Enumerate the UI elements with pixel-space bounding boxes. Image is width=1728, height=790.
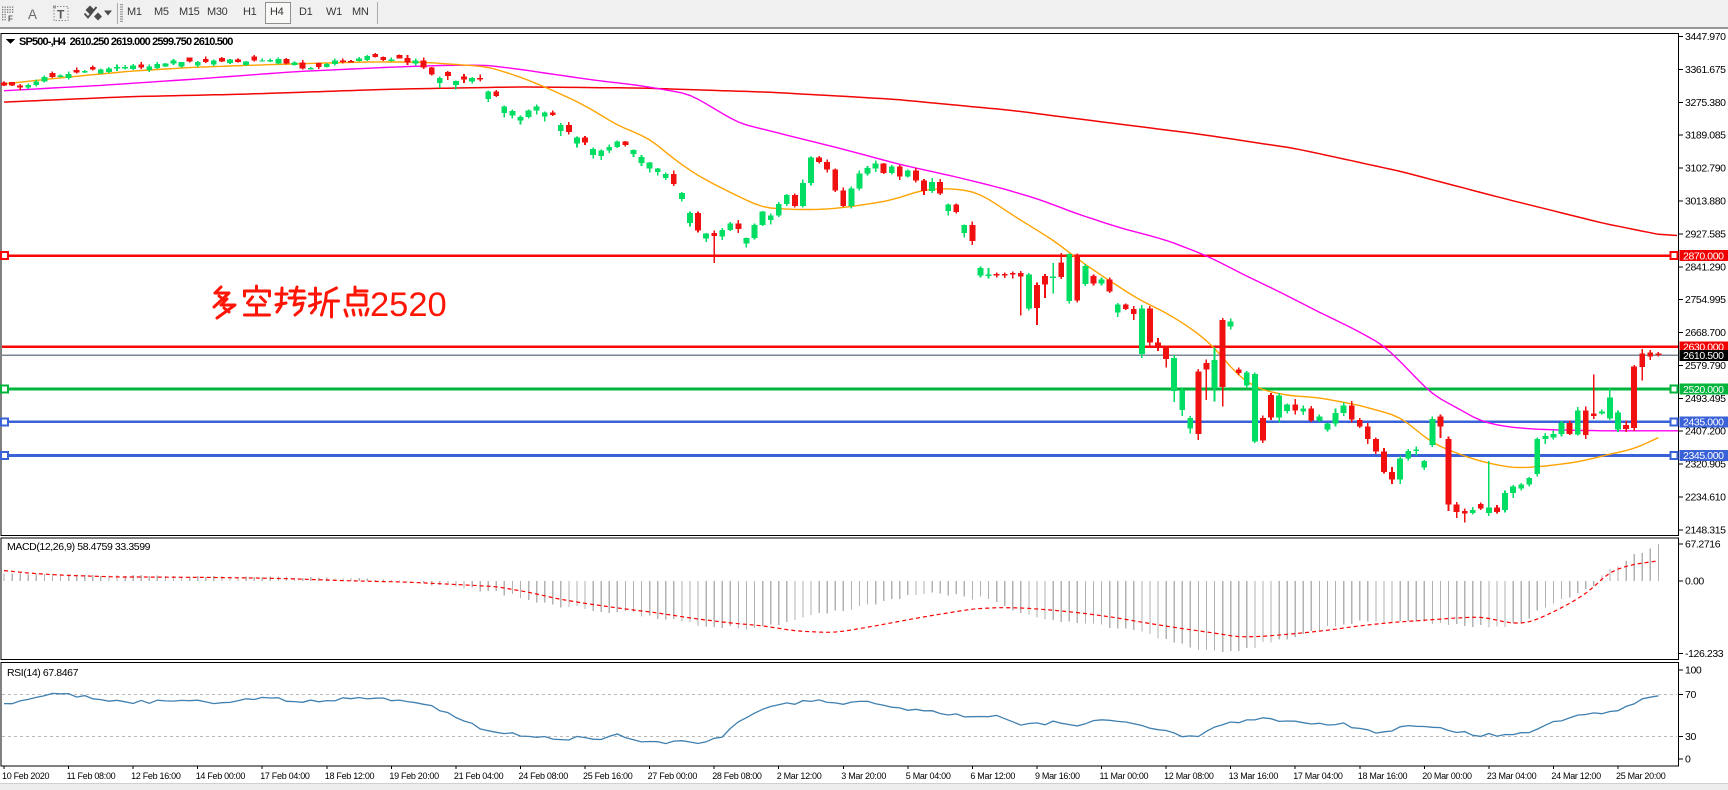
svg-text:2435.000: 2435.000 — [1683, 417, 1724, 429]
svg-text:F: F — [8, 15, 13, 24]
svg-text:25 Mar 20:00: 25 Mar 20:00 — [1616, 771, 1666, 781]
svg-text:30: 30 — [1685, 731, 1696, 743]
svg-text:23 Mar 04:00: 23 Mar 04:00 — [1487, 771, 1537, 781]
svg-text:13 Mar 16:00: 13 Mar 16:00 — [1229, 771, 1279, 781]
svg-text:2610.500: 2610.500 — [1683, 350, 1724, 362]
svg-text:24 Mar 12:00: 24 Mar 12:00 — [1551, 771, 1601, 781]
svg-text:3361.675: 3361.675 — [1685, 64, 1726, 76]
svg-text:3 Mar 20:00: 3 Mar 20:00 — [841, 771, 886, 781]
svg-text:6 Mar 12:00: 6 Mar 12:00 — [970, 771, 1015, 781]
svg-text:-126.233: -126.233 — [1685, 648, 1724, 660]
svg-text:67.2716: 67.2716 — [1685, 538, 1721, 550]
svg-text:12 Feb 16:00: 12 Feb 16:00 — [131, 771, 181, 781]
svg-text:2870.000: 2870.000 — [1683, 250, 1724, 262]
svg-text:0: 0 — [1685, 753, 1691, 765]
svg-text:2520: 2520 — [370, 286, 447, 324]
svg-text:2841.290: 2841.290 — [1685, 261, 1726, 273]
svg-text:14 Feb 00:00: 14 Feb 00:00 — [196, 771, 246, 781]
svg-text:70: 70 — [1685, 689, 1696, 701]
svg-text:24 Feb 08:00: 24 Feb 08:00 — [519, 771, 569, 781]
svg-text:28 Feb 08:00: 28 Feb 08:00 — [712, 771, 762, 781]
svg-text:2927.585: 2927.585 — [1685, 228, 1726, 240]
svg-text:20 Mar 00:00: 20 Mar 00:00 — [1422, 771, 1472, 781]
svg-text:MACD(12,26,9) 58.4759 33.3599: MACD(12,26,9) 58.4759 33.3599 — [7, 541, 151, 553]
svg-text:3275.380: 3275.380 — [1685, 97, 1726, 109]
svg-text:2668.700: 2668.700 — [1685, 327, 1726, 339]
svg-text:27 Feb 00:00: 27 Feb 00:00 — [648, 771, 698, 781]
svg-text:A: A — [28, 7, 37, 22]
svg-text:SP500-,H4 2610.250 2619.000 2: SP500-,H4 2610.250 2619.000 2599.750 261… — [19, 36, 233, 48]
svg-text:3447.970: 3447.970 — [1685, 31, 1726, 43]
svg-text:3189.085: 3189.085 — [1685, 130, 1726, 142]
svg-text:3013.880: 3013.880 — [1685, 196, 1726, 208]
svg-text:11 Feb 08:00: 11 Feb 08:00 — [67, 771, 116, 781]
svg-text:25 Feb 16:00: 25 Feb 16:00 — [583, 771, 633, 781]
svg-text:5 Mar 04:00: 5 Mar 04:00 — [906, 771, 951, 781]
svg-text:2 Mar 12:00: 2 Mar 12:00 — [777, 771, 822, 781]
svg-text:RSI(14) 67.8467: RSI(14) 67.8467 — [7, 667, 79, 679]
svg-text:11 Mar 00:00: 11 Mar 00:00 — [1100, 771, 1149, 781]
svg-text:9 Mar 16:00: 9 Mar 16:00 — [1035, 771, 1080, 781]
svg-text:2345.000: 2345.000 — [1683, 450, 1724, 462]
svg-text:T: T — [57, 8, 65, 22]
svg-text:17 Mar 04:00: 17 Mar 04:00 — [1293, 771, 1343, 781]
svg-text:2148.315: 2148.315 — [1685, 524, 1726, 536]
svg-text:2493.495: 2493.495 — [1685, 393, 1726, 405]
svg-text:2754.995: 2754.995 — [1685, 294, 1726, 306]
svg-text:10 Feb 2020: 10 Feb 2020 — [2, 771, 50, 781]
svg-text:21 Feb 04:00: 21 Feb 04:00 — [454, 771, 504, 781]
svg-text:3102.790: 3102.790 — [1685, 163, 1726, 175]
svg-text:2320.905: 2320.905 — [1685, 459, 1726, 471]
svg-text:12 Mar 08:00: 12 Mar 08:00 — [1164, 771, 1214, 781]
svg-text:17 Feb 04:00: 17 Feb 04:00 — [260, 771, 310, 781]
svg-text:2407.200: 2407.200 — [1685, 426, 1726, 438]
svg-text:2234.610: 2234.610 — [1685, 491, 1726, 503]
svg-text:0.00: 0.00 — [1685, 576, 1704, 588]
svg-text:2520.000: 2520.000 — [1683, 384, 1724, 396]
svg-text:100: 100 — [1685, 665, 1702, 677]
svg-text:2579.790: 2579.790 — [1685, 360, 1726, 372]
svg-text:18 Mar 16:00: 18 Mar 16:00 — [1358, 771, 1408, 781]
svg-text:19 Feb 20:00: 19 Feb 20:00 — [389, 771, 439, 781]
svg-text:18 Feb 12:00: 18 Feb 12:00 — [325, 771, 375, 781]
